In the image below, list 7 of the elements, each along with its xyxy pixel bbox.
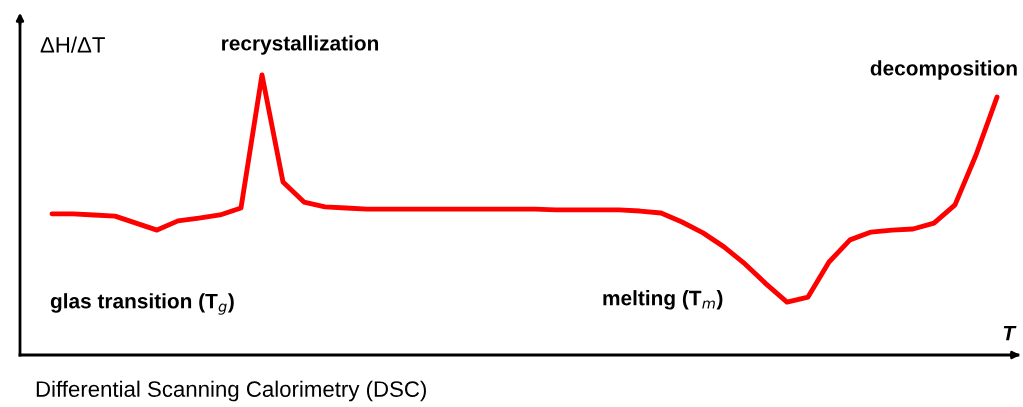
annotation: melting (T$_{m}$) [603,290,723,310]
x-axis-title: T [1003,325,1017,341]
annotation: decomposition [870,60,1017,80]
text: recrystallization [222,35,379,55]
text: Differential Scanning Calorimetry (DSC) [36,380,426,402]
annotation: glas transition (T$_{g}$) [50,293,234,315]
y-axis-title: ΔH/ΔT [40,36,105,53]
